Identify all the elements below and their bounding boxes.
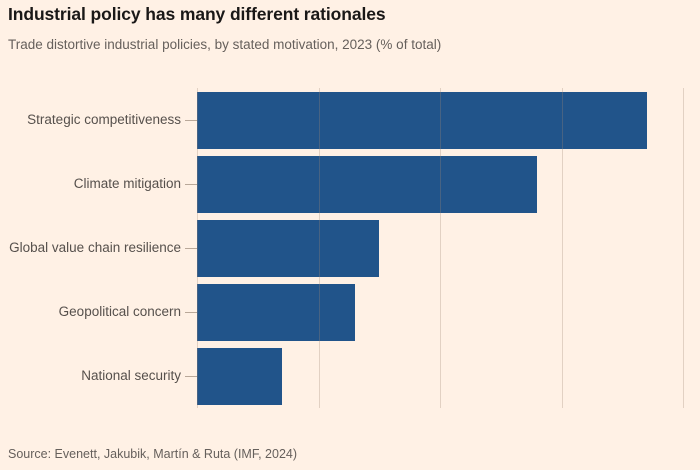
- chart-subtitle: Trade distortive industrial policies, by…: [8, 37, 442, 52]
- bar: [197, 91, 647, 149]
- category-label: National security: [0, 344, 197, 408]
- bar-row: Climate mitigation: [0, 152, 700, 216]
- category-label: Climate mitigation: [0, 152, 197, 216]
- source-note: Source: Evenett, Jakubik, Martín & Ruta …: [8, 447, 298, 461]
- category-label: Global value chain resilience: [0, 216, 197, 280]
- bar: [197, 347, 283, 405]
- bar: [197, 219, 380, 277]
- bar-row: National security: [0, 344, 700, 408]
- bar-track: [197, 152, 683, 216]
- bar-chart: Strategic competitiveness Climate mitigat…: [0, 88, 700, 408]
- category-tick-dash: [185, 120, 197, 121]
- bar-track: [197, 216, 683, 280]
- bar: [197, 155, 538, 213]
- bar-track: [197, 88, 683, 152]
- bar-row: Geopolitical concern: [0, 280, 700, 344]
- category-tick-dash: [185, 248, 197, 249]
- bar-row: Global value chain resilience: [0, 216, 700, 280]
- bar: [197, 283, 355, 341]
- category-tick-dash: [185, 184, 197, 185]
- category-label: Geopolitical concern: [0, 280, 197, 344]
- bar-track: [197, 280, 683, 344]
- category-label: Strategic competitiveness: [0, 88, 197, 152]
- chart-title: Industrial policy has many different rat…: [8, 4, 386, 24]
- bar-rows: Strategic competitiveness Climate mitigat…: [0, 88, 700, 408]
- category-tick-dash: [185, 312, 197, 313]
- bar-row: Strategic competitiveness: [0, 88, 700, 152]
- bar-track: [197, 344, 683, 408]
- category-tick-dash: [185, 376, 197, 377]
